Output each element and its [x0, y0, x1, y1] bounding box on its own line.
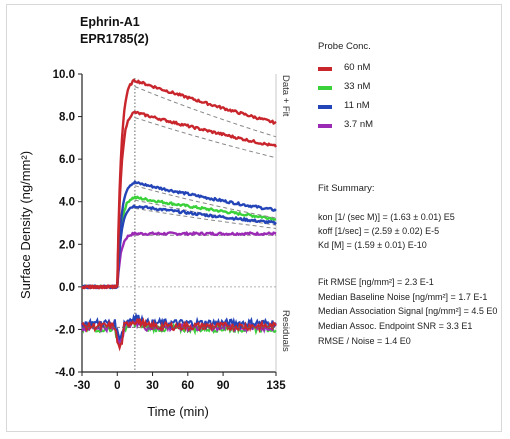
- legend-swatch: [318, 124, 332, 128]
- x-tick-label: -30: [74, 380, 91, 392]
- residual-trace: [81, 317, 277, 352]
- legend-title: Probe Conc.: [318, 41, 371, 52]
- figure-frame: [6, 4, 502, 432]
- rmse-over-noise: RMSE / Noise = 1.4 E0: [318, 336, 411, 346]
- axes-layer: 10.0 8.0 6.0 4.0 2.0 0.0 -2.0 -4.0-30 0 30 60 90 135: [53, 69, 287, 392]
- fit-curve: [134, 185, 277, 219]
- x-tick-label: 90: [217, 380, 230, 392]
- fit-rmse: Fit RMSE [ng/mm²] = 2.3 E-1: [318, 277, 434, 287]
- fit-curve: [134, 207, 277, 229]
- y-tick-label: 4.0: [59, 197, 75, 209]
- fit-koff: koff [1/sec] = (2.59 ± 0.02) E-5: [318, 226, 440, 236]
- text-layer: Ephrin-A1 EPR1785(2) Surface Density (ng…: [18, 15, 291, 419]
- x-tick-label: 0: [114, 380, 120, 392]
- series-line-37nM: [81, 231, 277, 290]
- y-tick-label: 8.0: [59, 112, 75, 124]
- series-line-60nM: [81, 78, 277, 290]
- legend-swatch: [318, 86, 332, 90]
- chart-title: Ephrin-A1: [80, 15, 140, 29]
- legend-swatch: [318, 105, 332, 109]
- y-tick-label: 6.0: [59, 154, 75, 166]
- series-line-11nM: [81, 204, 277, 290]
- y-tick-label: -4.0: [55, 367, 75, 379]
- series-line-60nM: [81, 110, 278, 290]
- x-tick-label: 60: [181, 380, 194, 392]
- y-tick-label: 0.0: [59, 282, 75, 294]
- chart-subtitle: EPR1785(2): [80, 32, 149, 46]
- median-endpoint-snr: Median Assoc. Endpoint SNR = 3.3 E1: [318, 321, 473, 331]
- fit-kd: Kd [M] = (1.59 ± 0.01) E-10: [318, 240, 427, 250]
- legend-label: 60 nM: [344, 62, 371, 73]
- x-tick-label: 30: [146, 380, 159, 392]
- y-tick-label: 2.0: [59, 239, 75, 251]
- y-tick-label: -2.0: [55, 324, 75, 336]
- y-tick-label: 10.0: [53, 69, 75, 81]
- legend-label: 3.7 nM: [344, 119, 374, 130]
- right-label-residuals: Residuals: [280, 310, 291, 352]
- fit-kon: kon [1/ (sec M)] = (1.63 ± 0.01) E5: [318, 212, 455, 222]
- fit-curve: [134, 117, 277, 159]
- median-association-signal: Median Association Signal [ng/mm²] = 4.5…: [318, 306, 498, 316]
- fit-summary-title: Fit Summary:: [318, 183, 375, 194]
- x-axis-label: Time (min): [147, 404, 209, 419]
- x-tick-label: 135: [266, 380, 286, 392]
- legend-item: 33 nM: [318, 81, 438, 95]
- legend-label: 11 nM: [344, 100, 370, 111]
- median-baseline-noise: Median Baseline Noise [ng/mm²] = 1.7 E-1: [318, 292, 488, 302]
- legend-swatch: [318, 67, 332, 71]
- right-label-data-fit: Data + Fit: [280, 75, 291, 117]
- legend-item: 60 nM: [318, 62, 438, 76]
- fit-curve: [134, 199, 277, 226]
- legend-item: 3.7 nM: [318, 119, 438, 133]
- legend-item: 11 nM: [318, 100, 438, 114]
- y-axis-label: Surface Density (ng/mm²): [18, 151, 33, 299]
- series-layer: [81, 78, 278, 352]
- legend-label: 33 nM: [344, 81, 371, 92]
